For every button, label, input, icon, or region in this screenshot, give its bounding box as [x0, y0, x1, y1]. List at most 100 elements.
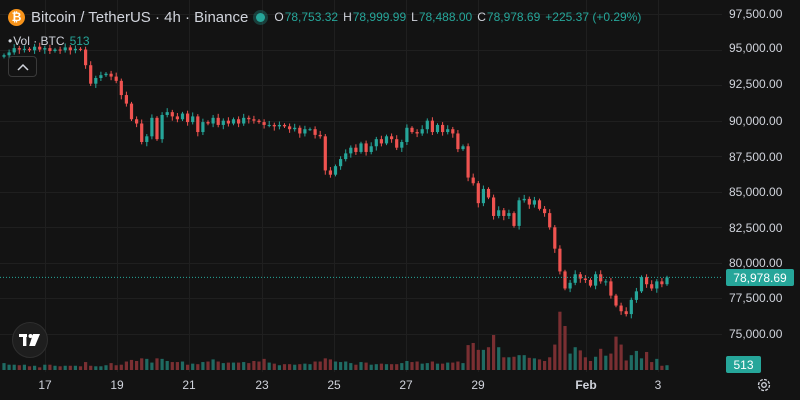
price-axis[interactable]: 97,500.00 95,000.00 92,500.00 90,000.00 …: [672, 0, 800, 372]
volume-bar: [328, 359, 332, 370]
tradingview-logo[interactable]: [12, 322, 48, 358]
volume-bar: [191, 363, 195, 370]
volume-bar: [277, 365, 281, 370]
candle-body: [33, 46, 37, 51]
candle-body: [456, 133, 460, 150]
candle-body: [354, 147, 358, 152]
volume-bar: [507, 357, 511, 370]
volume-bar: [211, 359, 215, 370]
candle-body: [58, 49, 62, 51]
volume-legend[interactable]: • Vol · BTC 513: [8, 34, 90, 48]
candle-body: [145, 136, 149, 142]
volume-bar: [420, 363, 424, 370]
symbol-title[interactable]: Bitcoin / TetherUS · 4h · Binance: [31, 8, 249, 26]
candle-body: [63, 47, 67, 51]
volume-bar: [99, 366, 103, 370]
volume-bar: [410, 362, 414, 370]
volume-bar: [150, 362, 154, 370]
low-label: L: [411, 10, 418, 24]
candle-body: [308, 129, 312, 131]
time-tick: 19: [110, 378, 124, 392]
volume-bar: [262, 358, 266, 370]
candle-body: [364, 143, 368, 152]
time-tick: Feb: [575, 378, 597, 392]
price-tick: 92,500.00: [729, 77, 783, 91]
volume-bar: [242, 362, 246, 370]
candle-body: [252, 119, 256, 121]
open-label: O: [274, 10, 284, 24]
candle-body: [655, 281, 659, 289]
volume-bar: [27, 366, 32, 370]
candle-body: [94, 78, 98, 84]
candle-body: [650, 284, 654, 289]
volume-bar: [384, 364, 389, 370]
volume-bar: [645, 351, 649, 370]
volume-bar: [594, 356, 598, 370]
volume-bar: [155, 358, 159, 370]
volume-marker-icon: •: [8, 34, 13, 48]
volume-bar: [175, 362, 179, 370]
volume-bar: [68, 365, 72, 370]
candle-body: [665, 277, 669, 285]
candle-body: [226, 120, 230, 124]
chart-settings-button[interactable]: [755, 376, 773, 394]
volume-bar: [665, 365, 669, 370]
volume-bar: [614, 336, 618, 370]
candle-body: [186, 113, 190, 123]
volume-bar: [252, 360, 256, 370]
candle-body: [594, 274, 598, 286]
candle-body: [573, 274, 577, 283]
price-tick: 77,500.00: [729, 291, 783, 305]
volume-bar: [33, 365, 37, 370]
candle-body: [492, 197, 496, 216]
gear-icon: [757, 378, 771, 392]
volume-bar: [425, 363, 429, 370]
volume-bar: [145, 358, 149, 370]
volume-bar: [231, 362, 236, 370]
candle-body: [22, 48, 26, 50]
volume-bar: [165, 360, 169, 370]
candle-body: [211, 117, 215, 124]
time-tick: 27: [399, 378, 413, 392]
candle-body: [262, 122, 266, 125]
price-change: +225.37 (+0.29%): [545, 10, 642, 24]
candle-body: [109, 73, 113, 77]
time-axis[interactable]: 17 19 21 23 25 27 29 Feb 3: [0, 372, 680, 400]
volume-bar: [257, 361, 261, 370]
candle-body: [548, 213, 552, 228]
candle-body: [349, 147, 353, 154]
candle-body: [303, 129, 307, 134]
candle-body: [339, 159, 343, 167]
volume-bar: [405, 360, 409, 370]
volume-bar: [364, 362, 368, 370]
candle-body: [237, 119, 241, 124]
candle-body: [588, 279, 593, 286]
volume-bar: [78, 366, 83, 370]
candle-body: [43, 48, 47, 50]
volume-bar: [196, 364, 200, 370]
tradingview-logo-icon: [19, 334, 40, 346]
candle-body: [619, 305, 623, 312]
collapse-legend-button[interactable]: [8, 56, 37, 77]
candle-body: [318, 134, 322, 137]
candle-body: [430, 120, 434, 133]
time-tick: 25: [327, 378, 341, 392]
high-value: 78,999.99: [352, 10, 407, 24]
volume-bar: [124, 361, 128, 370]
candle-body: [27, 48, 32, 51]
volume-bar: [446, 362, 450, 370]
candle-body: [78, 48, 83, 50]
volume-bar: [288, 364, 292, 370]
time-tick: 3: [654, 378, 662, 392]
candle-body: [543, 208, 547, 214]
volume-bar: [609, 353, 613, 370]
volume-bar: [522, 355, 526, 370]
low-value: 78,488.00: [418, 10, 473, 24]
candle-body: [553, 227, 557, 249]
candle-body: [446, 129, 450, 133]
volume-bar: [206, 361, 210, 370]
volume-bar: [272, 363, 276, 370]
candle-body: [333, 166, 338, 175]
volume-bar: [441, 363, 445, 370]
